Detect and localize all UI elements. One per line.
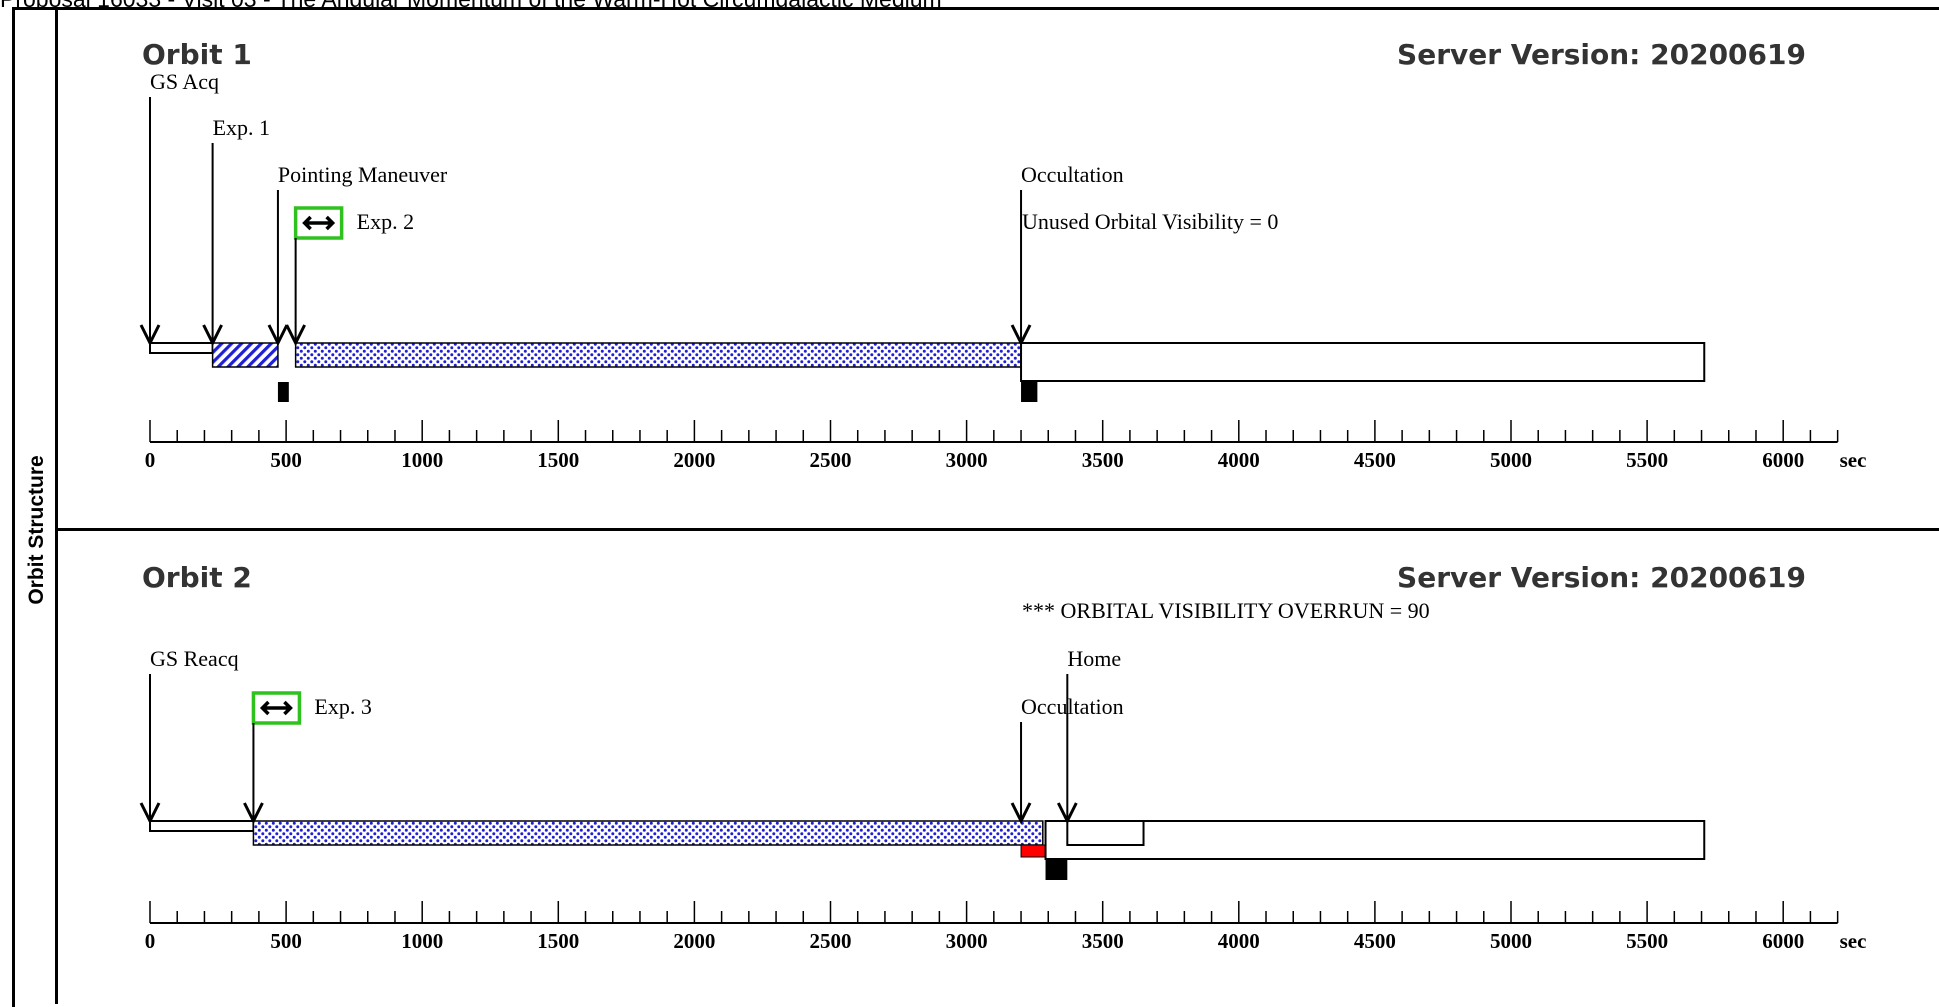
tick-label: 5500 xyxy=(1626,448,1668,472)
tick-label: 2500 xyxy=(810,448,852,472)
tick-label: 3000 xyxy=(946,448,988,472)
visibility-note: Unused Orbital Visibility = 0 xyxy=(1022,209,1278,234)
tick-label: 5000 xyxy=(1490,929,1532,953)
page-title: Proposal 16033 - Visit 03 - The Angular … xyxy=(0,0,1939,9)
home-box-segment xyxy=(1066,820,1145,846)
tick-label: 3500 xyxy=(1082,448,1124,472)
event-label: Occultation xyxy=(1021,694,1124,719)
event-label: Occultation xyxy=(1021,162,1124,187)
orbit-structure-label: Orbit Structure xyxy=(25,455,48,605)
tick-label: 2000 xyxy=(673,929,715,953)
tick-label: 3000 xyxy=(946,929,988,953)
event-label: Exp. 3 xyxy=(314,694,371,719)
event-label: GS Reacq xyxy=(150,646,239,671)
orbit-divider xyxy=(58,528,1939,531)
tick-label: 4500 xyxy=(1354,929,1396,953)
orbit-2-timeline: Orbit 2 Server Version: 20200619 GS Reacq E… xyxy=(139,561,1867,953)
orbit-1-timeline: Orbit 1 Server Version: 20200619 GS Acq Exp… xyxy=(139,38,1867,472)
slew-mark xyxy=(1021,382,1038,402)
event-arrow xyxy=(1010,324,1032,347)
event-arrow xyxy=(285,324,306,347)
guide-star-segment xyxy=(149,820,255,832)
tick-label: 2000 xyxy=(673,448,715,472)
axis-unit: sec xyxy=(1840,929,1867,953)
tick-label: 5500 xyxy=(1626,929,1668,953)
slew-mark xyxy=(1045,860,1068,880)
tick-label: 1000 xyxy=(401,929,443,953)
tick-label: 0 xyxy=(145,929,156,953)
tick-label: 1000 xyxy=(401,448,443,472)
event-arrow xyxy=(139,324,161,347)
occultation-segment xyxy=(1044,820,1706,860)
tick-label: 500 xyxy=(270,929,302,953)
event-arrow xyxy=(267,324,289,347)
orbit-structure-frame xyxy=(12,7,1939,1007)
tick-label: 3500 xyxy=(1082,929,1124,953)
overrun-segment xyxy=(1020,844,1047,858)
event-arrow xyxy=(243,802,264,825)
orbit-2-panel: Orbit 2 Server Version: 20200619 GS Reacq E… xyxy=(58,531,1939,1004)
tick-label: 6000 xyxy=(1762,448,1804,472)
server-version: Server Version: 20200619 xyxy=(1397,38,1806,71)
tick-label: 6000 xyxy=(1762,929,1804,953)
tick-label: 1500 xyxy=(537,448,579,472)
event-label: GS Acq xyxy=(150,69,219,94)
event-label: Exp. 1 xyxy=(213,115,270,140)
event-label: Exp. 2 xyxy=(357,209,414,234)
event-label: Pointing Maneuver xyxy=(278,162,448,187)
hatched-exposure-segment xyxy=(211,342,279,368)
tick-label: 4000 xyxy=(1218,448,1260,472)
tick-label: 1500 xyxy=(537,929,579,953)
orbit-title: Orbit 2 xyxy=(142,561,252,594)
tick-label: 500 xyxy=(270,448,302,472)
guide-star-segment xyxy=(149,342,214,354)
visibility-note: *** ORBITAL VISIBILITY OVERRUN = 90 xyxy=(1022,598,1430,623)
event-arrow xyxy=(1056,802,1078,825)
server-version: Server Version: 20200619 xyxy=(1397,561,1806,594)
side-label-column xyxy=(12,7,58,1004)
double-arrow-icon xyxy=(259,700,293,716)
tick-label: 5000 xyxy=(1490,448,1532,472)
slew-mark xyxy=(277,382,289,402)
tick-label: 4000 xyxy=(1218,929,1260,953)
event-arrow xyxy=(202,324,223,347)
event-arrow xyxy=(139,802,161,825)
orbit-1-panel: Orbit 1 Server Version: 20200619 GS Acq Exp… xyxy=(58,10,1939,528)
occultation-segment xyxy=(1020,342,1706,382)
orbit-title: Orbit 1 xyxy=(142,38,252,71)
dotted-exposure-segment xyxy=(252,820,1044,846)
double-arrow-icon xyxy=(302,215,336,231)
event-arrow xyxy=(1010,802,1032,825)
axis-unit: sec xyxy=(1840,448,1867,472)
event-label: Home xyxy=(1067,646,1121,671)
tick-label: 2500 xyxy=(810,929,852,953)
tick-label: 4500 xyxy=(1354,448,1396,472)
tick-label: 0 xyxy=(145,448,156,472)
dotted-exposure-segment xyxy=(294,342,1022,368)
